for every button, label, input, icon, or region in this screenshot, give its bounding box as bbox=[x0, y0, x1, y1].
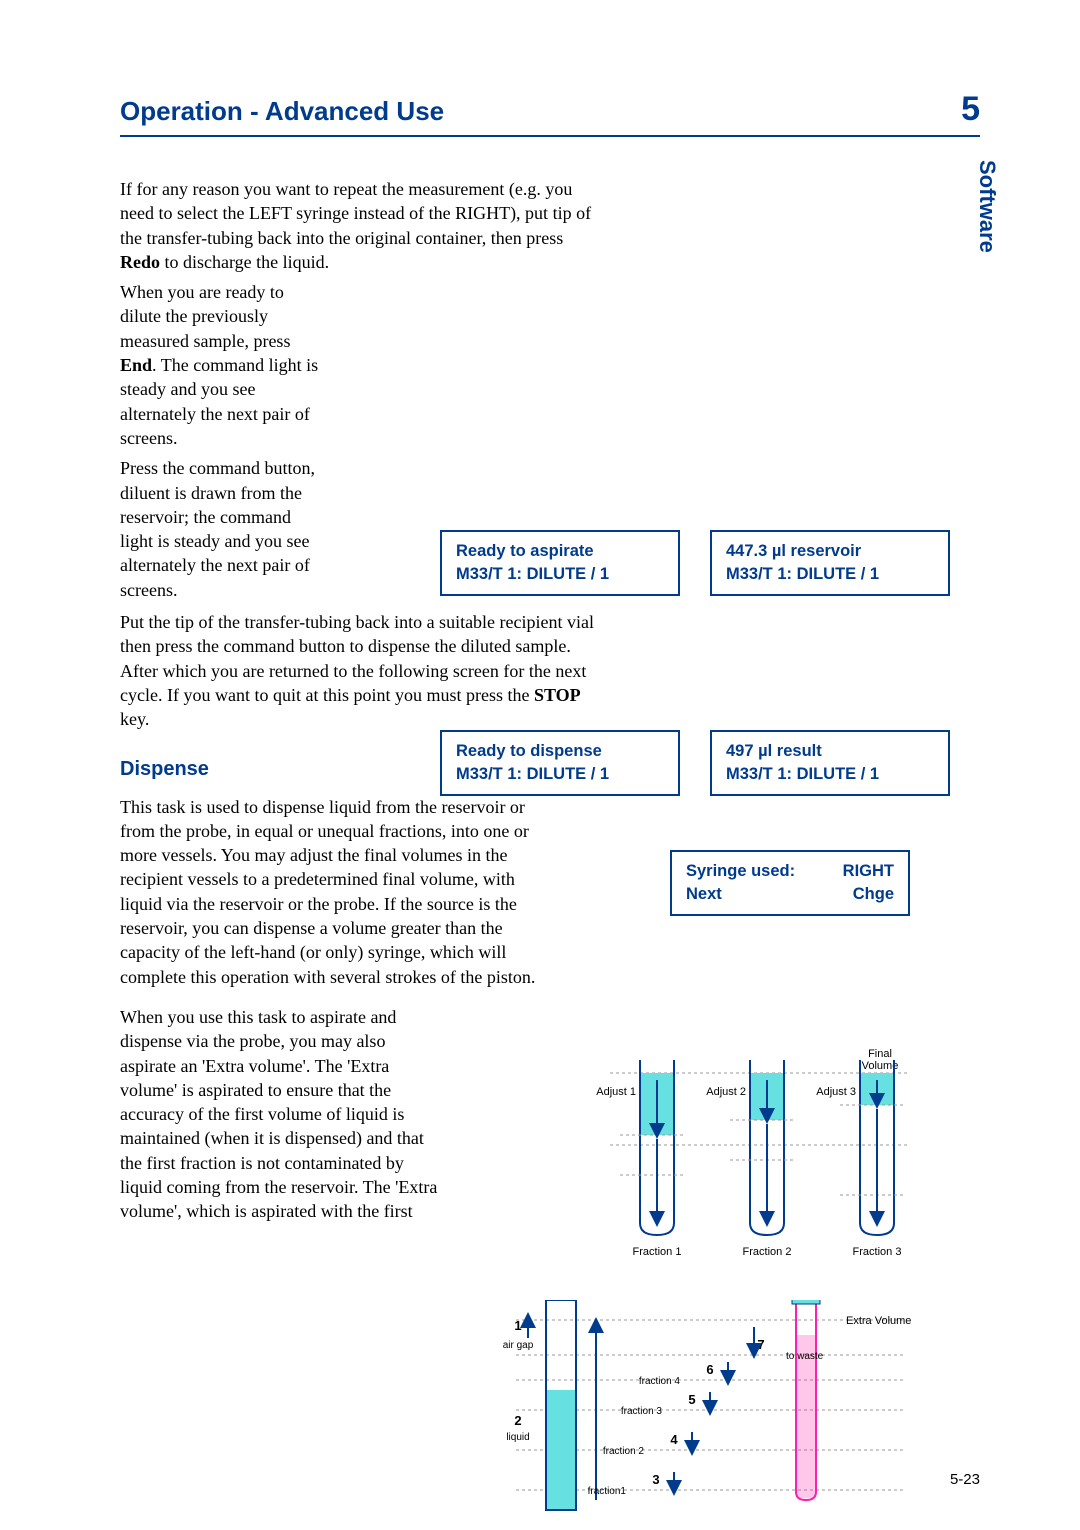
diagram-syringe: 1 air gap 2 liquid 3 fraction1 4 fraction 2 5 fra… bbox=[486, 1300, 926, 1530]
s1a-l2: M33/T 1: DILUTE / 1 bbox=[456, 563, 664, 586]
s1a-l1: Ready to aspirate bbox=[456, 540, 664, 563]
screen-1b: 447.3 µl reservoir M33/T 1: DILUTE / 1 bbox=[710, 530, 950, 596]
p1-c: to discharge the liquid. bbox=[160, 252, 329, 272]
p1-a: If for any reason you want to repeat the… bbox=[120, 179, 591, 248]
svg-text:Adjust 1: Adjust 1 bbox=[596, 1086, 636, 1098]
dispense-p2: When you use this task to aspirate and d… bbox=[120, 1005, 440, 1224]
svg-text:Final: Final bbox=[868, 1048, 892, 1060]
svg-text:Fraction 2: Fraction 2 bbox=[743, 1246, 792, 1258]
svg-text:Fraction 1: Fraction 1 bbox=[633, 1246, 682, 1258]
svg-text:3: 3 bbox=[652, 1472, 659, 1487]
svg-text:1: 1 bbox=[514, 1318, 521, 1333]
svg-text:air gap: air gap bbox=[503, 1340, 534, 1351]
p2-end: End bbox=[120, 355, 152, 375]
paragraph-2: When you are ready to dilute the previou… bbox=[120, 280, 320, 450]
p2-a: When you are ready to dilute the previou… bbox=[120, 282, 290, 351]
screen-3: Syringe used: RIGHT Next Chge bbox=[670, 850, 910, 916]
s2b-l1: 497 µl result bbox=[726, 740, 934, 763]
page-header: Operation - Advanced Use 5 bbox=[120, 90, 980, 137]
svg-text:to waste: to waste bbox=[786, 1351, 824, 1362]
p4-a: Put the tip of the transfer-tubing back … bbox=[120, 612, 594, 705]
svg-text:Volume: Volume bbox=[862, 1060, 899, 1072]
svg-text:liquid: liquid bbox=[506, 1432, 529, 1443]
svg-text:Extra Volume: Extra Volume bbox=[846, 1315, 911, 1327]
s3-l2b: Chge bbox=[853, 883, 894, 906]
p4-c: key. bbox=[120, 709, 149, 729]
s2b-l2: M33/T 1: DILUTE / 1 bbox=[726, 763, 934, 786]
svg-text:4: 4 bbox=[670, 1432, 678, 1447]
svg-text:fraction 2: fraction 2 bbox=[603, 1446, 645, 1457]
s2a-l1: Ready to dispense bbox=[456, 740, 664, 763]
p4-stop: STOP bbox=[534, 685, 581, 705]
screen-2a: Ready to dispense M33/T 1: DILUTE / 1 bbox=[440, 730, 680, 796]
paragraph-3: Press the command button, diluent is dra… bbox=[120, 456, 320, 602]
page-number: 5-23 bbox=[950, 1471, 980, 1488]
header-title: Operation - Advanced Use bbox=[120, 96, 444, 127]
s3-l1b: RIGHT bbox=[843, 860, 894, 883]
svg-text:Adjust 3: Adjust 3 bbox=[816, 1086, 856, 1098]
svg-text:6: 6 bbox=[706, 1362, 713, 1377]
chapter-number: 5 bbox=[961, 90, 980, 129]
diagram-fractions: Final Volume Adjust 1 Adjust 2 Adjust 3 Fr… bbox=[570, 1045, 930, 1275]
paragraph-1: If for any reason you want to repeat the… bbox=[120, 177, 600, 274]
screen-2b: 497 µl result M33/T 1: DILUTE / 1 bbox=[710, 730, 950, 796]
s2a-l2: M33/T 1: DILUTE / 1 bbox=[456, 763, 664, 786]
screen-1a: Ready to aspirate M33/T 1: DILUTE / 1 bbox=[440, 530, 680, 596]
s1b-l2: M33/T 1: DILUTE / 1 bbox=[726, 563, 934, 586]
svg-text:fraction1: fraction1 bbox=[588, 1486, 627, 1497]
svg-text:Fraction 3: Fraction 3 bbox=[853, 1246, 902, 1258]
svg-text:5: 5 bbox=[688, 1392, 695, 1407]
paragraph-4: Put the tip of the transfer-tubing back … bbox=[120, 610, 610, 731]
dispense-p1: This task is used to dispense liquid fro… bbox=[120, 795, 540, 989]
screens-row-1: Ready to aspirate M33/T 1: DILUTE / 1 44… bbox=[440, 530, 950, 596]
side-tab: Software bbox=[974, 160, 1000, 253]
svg-text:fraction 4: fraction 4 bbox=[639, 1376, 681, 1387]
s3-l2a: Next bbox=[686, 883, 722, 906]
s3-l1a: Syringe used: bbox=[686, 860, 795, 883]
svg-text:7: 7 bbox=[757, 1337, 764, 1352]
s1b-l1: 447.3 µl reservoir bbox=[726, 540, 934, 563]
svg-text:Adjust 2: Adjust 2 bbox=[706, 1086, 746, 1098]
svg-text:fraction 3: fraction 3 bbox=[621, 1406, 663, 1417]
p1-redo: Redo bbox=[120, 252, 160, 272]
svg-text:2: 2 bbox=[514, 1413, 521, 1428]
screens-row-2: Ready to dispense M33/T 1: DILUTE / 1 49… bbox=[440, 730, 950, 796]
